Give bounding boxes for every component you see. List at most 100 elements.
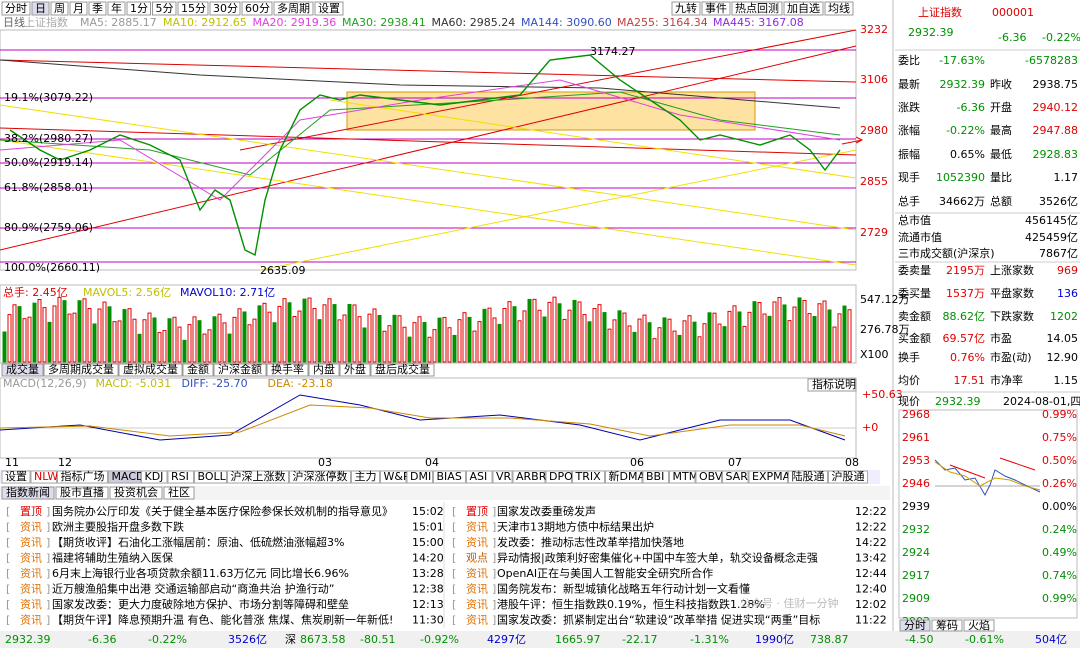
- indicator-tab[interactable]: [108, 470, 141, 484]
- period-tab[interactable]: [177, 1, 209, 16]
- volume-tab[interactable]: [118, 363, 183, 377]
- indicator-tab[interactable]: [194, 470, 227, 484]
- volume-tab[interactable]: [266, 363, 309, 377]
- news-title[interactable]: 近万艘渔船集中出港 交通运输部启动“商渔共治 护渔行动”: [52, 582, 334, 596]
- indicator-tab[interactable]: [141, 470, 168, 484]
- indicator-tab[interactable]: [512, 470, 546, 484]
- volume-tab[interactable]: [370, 363, 435, 377]
- news-title[interactable]: 欧洲主要股指开盘多数下跌: [52, 520, 184, 534]
- period-tab[interactable]: [107, 1, 126, 16]
- news-tab[interactable]: [55, 486, 109, 500]
- tool-button[interactable]: [783, 1, 824, 16]
- indicator-tab[interactable]: [642, 470, 669, 484]
- tool-button[interactable]: [701, 1, 731, 16]
- indicator-tab[interactable]: [669, 470, 696, 484]
- period-tab[interactable]: [69, 1, 88, 16]
- indicator-tab[interactable]: [227, 470, 289, 484]
- volume-tab[interactable]: [339, 363, 371, 377]
- intraday-avg: [934, 461, 1041, 491]
- indicator-label: 指标广场: [61, 469, 105, 483]
- volume-bar: [587, 321, 592, 363]
- volume-bar: [552, 296, 557, 363]
- volume-bar: [347, 304, 352, 363]
- period-tab[interactable]: [152, 1, 177, 16]
- indicator-tab[interactable]: [695, 470, 722, 484]
- indicator-tab[interactable]: [572, 470, 605, 484]
- indicator-tab[interactable]: [466, 470, 493, 484]
- indicator-tab[interactable]: [788, 470, 828, 484]
- indicator-tab[interactable]: [406, 470, 433, 484]
- news-tab[interactable]: [109, 486, 163, 500]
- status-item: -0.92%: [420, 633, 459, 646]
- news-title[interactable]: 6月末上海银行业各项贷款余额11.63万亿元 同比增长6.96%: [52, 566, 349, 580]
- period-tab[interactable]: [273, 1, 314, 16]
- news-title[interactable]: 国家发改委重磅发声: [497, 504, 596, 518]
- volume-tab-label: 外盘: [344, 362, 366, 376]
- volume-bar: [612, 319, 617, 363]
- volume-tab-label: 多周期成交量: [48, 362, 114, 376]
- macd-help[interactable]: [807, 378, 857, 392]
- news-title[interactable]: 异动情报|政策利好密集催化+中国中车签大单，轨交设备概念走强: [497, 551, 818, 565]
- indicator-tab[interactable]: [380, 470, 407, 484]
- volume-bar: [477, 321, 482, 363]
- indicator-tab[interactable]: [167, 470, 194, 484]
- volume-bar: [312, 307, 317, 363]
- watermark: 公众号 · 佳财一分钟: [740, 596, 839, 610]
- indicator-tab[interactable]: [30, 470, 57, 484]
- indicator-tab[interactable]: [433, 470, 466, 484]
- indicator-tab[interactable]: [722, 470, 749, 484]
- quote-value: 2940.12: [1033, 101, 1079, 114]
- volume-tab[interactable]: [308, 363, 340, 377]
- indicator-tab[interactable]: [748, 470, 788, 484]
- news-title[interactable]: 港股午评：恒生指数跌0.19%，恒生科技指数跌1.28%: [497, 597, 765, 611]
- volume-tab[interactable]: [213, 363, 267, 377]
- indicator-tab[interactable]: [545, 470, 572, 484]
- news-title[interactable]: 国务院发布：新型城镇化战略五年行动计划一文看懂: [497, 582, 750, 596]
- news-title[interactable]: 发改委：推动标志性改革举措加快落地: [497, 535, 684, 549]
- news-title[interactable]: 国家发改委：抓紧制定出台“软建设”改革举措 促进实现“两重”目标: [497, 613, 820, 627]
- news-tab[interactable]: [1, 486, 55, 500]
- volume-bar: [142, 319, 147, 363]
- indicator-tab[interactable]: [828, 470, 868, 484]
- fib-label: 61.8%(2858.01): [4, 181, 93, 194]
- period-tab[interactable]: [1, 1, 31, 16]
- volume-tab[interactable]: [182, 363, 214, 377]
- volume-bar: [342, 314, 347, 363]
- news-time: 13:42: [855, 552, 887, 565]
- intraday-tab[interactable]: [899, 619, 931, 632]
- period-tab[interactable]: [241, 1, 273, 16]
- volume-tab[interactable]: [1, 363, 44, 377]
- tool-button[interactable]: [671, 1, 701, 16]
- indicator-tab[interactable]: [289, 470, 351, 484]
- indicator-tab[interactable]: [1, 470, 31, 484]
- volume-tab[interactable]: [43, 363, 119, 377]
- tool-button[interactable]: [824, 1, 854, 16]
- indicator-tab[interactable]: [351, 470, 380, 484]
- tool-button[interactable]: [731, 1, 783, 16]
- news-tab[interactable]: [163, 486, 195, 500]
- macd-summary: DEA: -23.18: [268, 377, 333, 390]
- bracket: ]: [46, 583, 50, 596]
- news-title[interactable]: 【期货收评】石油化工涨幅居前：原油、低硫燃油涨幅超3%: [52, 535, 344, 549]
- indicator-tab[interactable]: [57, 470, 108, 484]
- period-tab[interactable]: [50, 1, 69, 16]
- quote-label: 流通市值: [898, 230, 942, 244]
- news-title[interactable]: 天津市13期地方债中标结果出炉: [497, 520, 654, 534]
- volume-bar: [657, 327, 662, 363]
- volume-bar: [512, 306, 517, 363]
- news-title[interactable]: 国家发改委：更大力度破除地方保护、市场分割等障碍和壁垒: [52, 597, 349, 611]
- period-tab[interactable]: [88, 1, 107, 16]
- period-tab[interactable]: [31, 1, 50, 16]
- news-tag: 资讯: [466, 598, 488, 611]
- intraday-tab[interactable]: [931, 619, 963, 632]
- indicator-tab[interactable]: [605, 470, 643, 484]
- period-tab[interactable]: [209, 1, 241, 16]
- news-title[interactable]: OpenAI正在与美国人工智能安全研究所合作: [497, 566, 713, 580]
- news-title[interactable]: 【期货午评】降息预期升温 有色、能化普涨 焦煤、焦炭刷新一年新低!: [52, 613, 393, 627]
- period-tab[interactable]: [126, 1, 151, 16]
- news-title[interactable]: 福建将辅助生殖纳入医保: [52, 551, 173, 565]
- indicator-tab[interactable]: [492, 470, 513, 484]
- period-tab[interactable]: [314, 1, 344, 16]
- news-title[interactable]: 国务院办公厅印发《关于健全基本医疗保险参保长效机制的指导意见》: [52, 504, 393, 518]
- intraday-tab[interactable]: [963, 619, 995, 632]
